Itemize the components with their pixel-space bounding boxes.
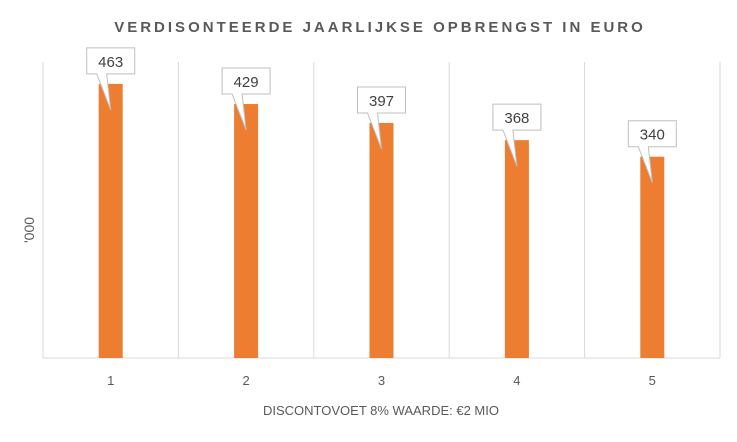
- data-label-callout: [357, 86, 406, 150]
- data-label: 368: [504, 110, 529, 127]
- bar-2: [234, 104, 259, 358]
- bar-5: [640, 156, 665, 358]
- x-axis-label: DISCONTOVOET 8% WAARDE: €2 MIO: [263, 403, 499, 418]
- x-tick-label: 5: [649, 373, 656, 388]
- y-axis-label: '000: [21, 217, 37, 243]
- data-label-callout: [492, 103, 542, 167]
- x-tick-label: 1: [107, 373, 114, 388]
- data-label: 397: [369, 93, 394, 110]
- data-label-callout: [86, 47, 136, 111]
- data-label-callout: [627, 120, 677, 183]
- x-tick-label: 2: [242, 373, 249, 388]
- chart-title: VERDISONTEERDE JAARLIJKSE OPBRENGST IN E…: [114, 19, 646, 36]
- bar-3: [369, 122, 394, 358]
- bar-4: [504, 140, 529, 358]
- data-label: 429: [234, 74, 259, 91]
- x-tick-label: 4: [513, 373, 520, 388]
- data-label: 463: [98, 54, 123, 71]
- data-label-callout: [221, 67, 271, 131]
- bar-1: [98, 83, 123, 359]
- data-label: 340: [640, 127, 665, 144]
- x-tick-label: 3: [378, 373, 385, 388]
